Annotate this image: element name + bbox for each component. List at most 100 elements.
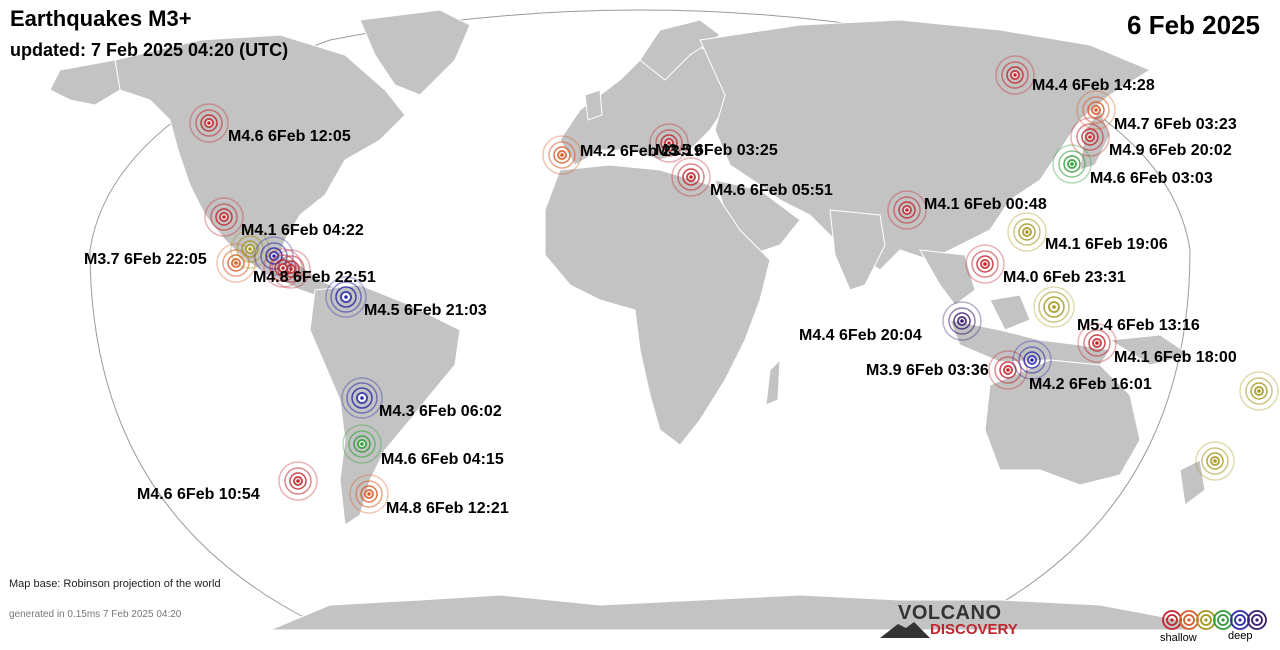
quake-ring [1245, 377, 1273, 405]
quake-ring [353, 435, 371, 453]
land-indonesia [949, 319, 1111, 366]
quake-ring [1070, 117, 1110, 157]
quake-marker[interactable] [542, 135, 582, 175]
page-title: Earthquakes M3+ [10, 6, 192, 31]
quake-ring [325, 276, 367, 318]
quake-label: M4.1 6Feb 04:22 [241, 222, 364, 239]
quake-label: M4.6 6Feb 12:05 [228, 128, 351, 145]
quake-center [1213, 459, 1217, 463]
quake-ring [1088, 334, 1106, 352]
land-india [829, 209, 886, 291]
quake-label: M4.5 6Feb 21:03 [364, 302, 487, 319]
quake-label: M3.5 6Feb 03:25 [655, 142, 778, 159]
quake-marker[interactable] [649, 123, 689, 163]
quake-marker[interactable] [995, 55, 1035, 95]
quake-ring [330, 281, 362, 313]
quake-center [905, 208, 909, 212]
quake-ring [1201, 447, 1229, 475]
quake-marker[interactable] [965, 244, 1005, 284]
land-new-guinea [1108, 334, 1192, 366]
quake-marker[interactable] [349, 474, 389, 514]
land-australia [984, 359, 1141, 486]
quake-marker[interactable] [325, 276, 367, 318]
quake-marker[interactable] [1007, 212, 1047, 252]
quake-label: M3.7 6Feb 22:05 [84, 251, 207, 268]
quake-ring [341, 377, 383, 419]
quake-ring [274, 259, 292, 277]
quake-ring [1012, 340, 1052, 380]
mountain-icon [880, 622, 930, 638]
quake-center [1088, 135, 1092, 139]
quake-marker[interactable] [671, 157, 711, 197]
quake-label: M4.1 6Feb 19:06 [1045, 236, 1168, 253]
quake-marker[interactable] [988, 350, 1028, 390]
quake-marker[interactable] [1195, 441, 1235, 481]
quake-center [344, 295, 348, 299]
quake-ring [1087, 101, 1105, 119]
quake-marker[interactable] [1076, 90, 1116, 130]
quake-center [207, 121, 211, 125]
quake-ring [1043, 296, 1065, 318]
date-label: 6 Feb 2025 [1127, 10, 1260, 40]
quake-label: M4.1 6Feb 18:00 [1114, 349, 1237, 366]
quake-ring [1018, 346, 1046, 374]
quake-marker[interactable] [1012, 340, 1052, 380]
quake-marker[interactable] [1070, 117, 1110, 157]
quake-marker[interactable] [216, 243, 256, 283]
quake-ring [971, 250, 999, 278]
quake-ring [1081, 128, 1099, 146]
quake-ring [216, 243, 256, 283]
quake-marker[interactable] [1033, 286, 1075, 328]
quake-marker[interactable] [1239, 371, 1279, 411]
quake-label: M4.3 6Feb 06:02 [379, 403, 502, 420]
quake-ring [284, 467, 312, 495]
quake-center [1052, 305, 1056, 309]
quake-ring [1018, 223, 1036, 241]
quake-ring [254, 236, 294, 276]
quake-ring [263, 248, 303, 288]
quake-center [689, 175, 693, 179]
quake-center [360, 396, 364, 400]
quake-ring [671, 157, 711, 197]
quake-ring [210, 203, 238, 231]
depth-scale-icons [1162, 610, 1267, 630]
quake-ring [655, 129, 683, 157]
depth-legend-ring [1162, 610, 1182, 630]
quake-markers [189, 55, 1279, 514]
quake-ring [1001, 61, 1029, 89]
quake-label: M4.0 6Feb 23:31 [1003, 269, 1126, 286]
volcano-discovery-logo[interactable]: VOLCANO DISCOVERY [880, 602, 1040, 642]
depth-legend-ring [1196, 610, 1216, 630]
depth-legend-ring [1247, 610, 1267, 630]
quake-marker[interactable] [942, 301, 982, 341]
logo-text-volcano: VOLCANO [898, 602, 1002, 624]
quake-ring [994, 356, 1022, 384]
quake-marker[interactable] [204, 197, 244, 237]
quake-marker[interactable] [278, 461, 318, 501]
quake-center [296, 479, 300, 483]
depth-legend-ring [1179, 610, 1199, 630]
quake-label: M4.6 6Feb 04:15 [381, 451, 504, 468]
land-masses [49, 9, 1206, 631]
quake-center [667, 141, 671, 145]
quake-ring [542, 135, 582, 175]
quake-label: M4.7 6Feb 03:23 [1114, 116, 1237, 133]
quake-marker[interactable] [189, 103, 229, 143]
quake-marker[interactable] [342, 424, 382, 464]
quake-marker[interactable] [341, 377, 383, 419]
quake-ring [269, 254, 297, 282]
quake-ring [976, 255, 994, 273]
quake-ring [1076, 123, 1104, 151]
quake-marker[interactable] [1077, 323, 1117, 363]
quake-ring [351, 387, 373, 409]
quake-marker[interactable] [263, 248, 303, 288]
quake-label: M4.4 6Feb 20:04 [799, 327, 922, 344]
quake-marker[interactable] [887, 190, 927, 230]
quake-ring [278, 461, 318, 501]
quake-label: M4.6 6Feb 10:54 [137, 486, 260, 503]
depth-shallow-label: shallow [1160, 632, 1197, 644]
quake-marker[interactable] [1052, 144, 1092, 184]
quake-center [1257, 389, 1261, 393]
quake-center [367, 492, 371, 496]
quake-ring [204, 197, 244, 237]
